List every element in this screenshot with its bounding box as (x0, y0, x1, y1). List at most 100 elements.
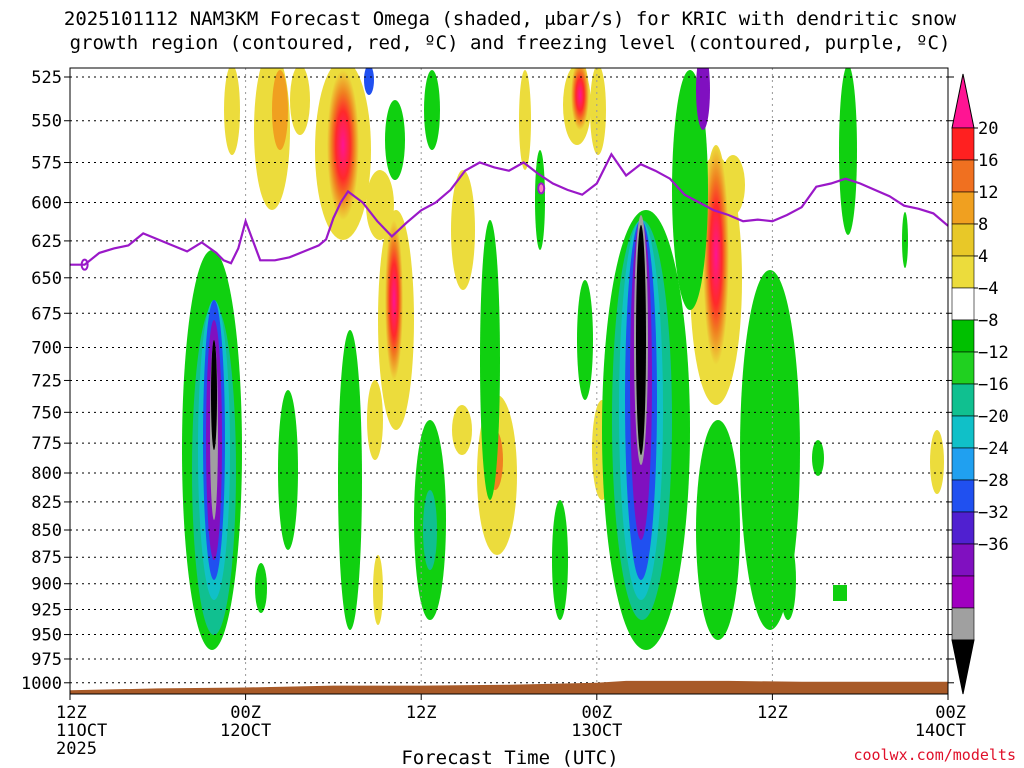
y-tick-label: 525 (31, 68, 62, 88)
omega-negative-area (577, 280, 593, 400)
y-tick-label: 875 (31, 548, 62, 568)
x-tick-label: 00Z (581, 703, 612, 723)
omega-negative-area (424, 70, 440, 150)
colorbar-label: 16 (978, 151, 998, 171)
freezing-level-loop (80, 258, 89, 271)
omega-positive-core (327, 70, 359, 220)
colorbar-label: 12 (978, 183, 998, 203)
y-tick-label: 725 (31, 371, 62, 391)
y-tick-label: 625 (31, 232, 62, 252)
colorbar-cap-bottom (951, 639, 975, 695)
x-tick-label: 12OCT (220, 721, 271, 741)
x-tick-label: 14OCT (915, 721, 966, 741)
colorbar-label: −32 (978, 503, 1009, 523)
colorbar-swatch (951, 159, 975, 193)
x-tick-label: 13OCT (571, 721, 622, 741)
omega-negative-area (833, 585, 847, 601)
omega-negative-area (552, 500, 568, 620)
colorbar-swatch (951, 319, 975, 353)
x-axis-label: Forecast Time (UTC) (401, 747, 618, 768)
colorbar-swatch (951, 575, 975, 609)
omega-negative-strong (364, 68, 374, 95)
y-tick-label: 900 (31, 575, 62, 595)
colorbar-swatch (951, 223, 975, 257)
omega-positive-area (590, 68, 606, 155)
watermark: coolwx.com/modelts (853, 746, 1016, 764)
omega-positive-area (451, 170, 475, 290)
colorbar: 20 16 12 8 4 −4 −8 −12 −16 −20 −24 −28 −32 −36 (951, 73, 1009, 695)
colorbar-label: −8 (978, 311, 998, 331)
colorbar-swatch (951, 383, 975, 417)
plot-frame (69, 67, 949, 695)
freezing-level-layer (70, 152, 949, 271)
y-tick-label: 975 (31, 650, 62, 670)
omega-positive-area (373, 555, 383, 625)
y-tick-label: 925 (31, 600, 62, 620)
colorbar-label: 8 (978, 215, 988, 235)
colorbar-label: −12 (978, 343, 1009, 363)
y-tick-label: 850 (31, 521, 62, 541)
omega-positive-area (930, 430, 944, 494)
y-tick-label: 600 (31, 194, 62, 214)
x-tick-label: 00Z (935, 703, 966, 723)
colorbar-swatch (951, 255, 975, 289)
colorbar-swatch (951, 351, 975, 385)
y-tick-label: 550 (31, 112, 62, 132)
omega-positive-area (224, 68, 240, 155)
omega-negative-area (740, 270, 800, 630)
y-tick-label: 950 (31, 626, 62, 646)
omega-negative-area (535, 150, 545, 250)
colorbar-label: −4 (978, 279, 998, 299)
colorbar-swatch (951, 415, 975, 449)
grid (70, 68, 948, 694)
omega-positive-area (452, 405, 472, 455)
terrain-layer (70, 680, 948, 694)
omega-negative-area (812, 440, 824, 476)
omega-negative-area (385, 100, 405, 180)
colorbar-label: 20 (978, 119, 998, 139)
omega-positive-area (366, 170, 394, 240)
y-tick-label: 700 (31, 338, 62, 358)
colorbar-swatch (951, 447, 975, 481)
colorbar-label: −24 (978, 439, 1009, 459)
omega-negative-area (480, 220, 500, 500)
colorbar-label: 4 (978, 247, 988, 267)
omega-negative-strong (696, 68, 710, 130)
omega-positive-core (703, 145, 729, 365)
omega-negative-area (338, 330, 362, 630)
x-tick-label: 12Z (757, 703, 788, 723)
colorbar-swatch (951, 479, 975, 513)
freezing-level-line (70, 152, 949, 266)
y-tick-label: 800 (31, 464, 62, 484)
colorbar-swatch (951, 191, 975, 225)
colorbar-cap-top (951, 73, 975, 129)
y-tick-label: 750 (31, 403, 62, 423)
x-tick-label: 12Z (406, 703, 437, 723)
colorbar-label: −28 (978, 471, 1009, 491)
x-tick-label: 2025 (56, 739, 97, 759)
y-tick-label: 650 (31, 269, 62, 289)
y-tick-label: 1000 (21, 674, 62, 694)
colorbar-swatch (951, 287, 975, 321)
colorbar-swatch (951, 543, 975, 577)
x-tick-label: 11OCT (56, 721, 107, 741)
colorbar-swatch (951, 607, 975, 641)
chart-title-line-2: growth region (contoured, red, ºC) and f… (70, 32, 951, 54)
omega-negative-extreme (211, 340, 217, 450)
chart-title-line-1: 2025101112 NAM3KM Forecast Omega (shaded… (64, 8, 957, 30)
colorbar-swatch (951, 127, 975, 161)
colorbar-label: −20 (978, 407, 1009, 427)
omega-positive-area (367, 380, 383, 460)
y-tick-label: 575 (31, 154, 62, 174)
omega-positive-core (272, 70, 288, 150)
x-tick-label: 00Z (230, 703, 261, 723)
x-tick-label: 12Z (56, 703, 87, 723)
omega-negative-extreme (636, 225, 646, 455)
omega-negative-area (255, 563, 267, 613)
omega-positive-area (290, 68, 310, 135)
y-axis: 525 550 575 600 625 650 675 700 725 750 775 800 825 8… (21, 68, 954, 694)
omega-negative-area (839, 68, 857, 235)
omega-negative-area (780, 540, 796, 620)
omega-negative-area (902, 212, 908, 268)
